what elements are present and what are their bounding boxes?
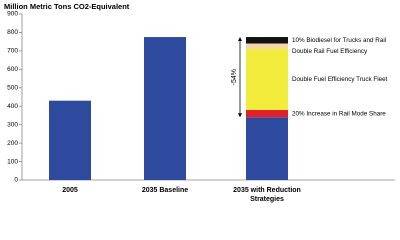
arrow-head (238, 113, 242, 118)
y-tick-label: 100 (7, 158, 18, 165)
legend-label: Double Rail Fuel Efficiency (292, 48, 368, 55)
y-tick-label: 600 (7, 66, 18, 73)
y-tick-label: 500 (7, 84, 18, 91)
annotation: -54% (231, 69, 238, 85)
legend-label: 10% Biodiesel for Trucks and Rail (292, 37, 386, 44)
y-tick-label: 400 (7, 103, 18, 110)
y-tick-label: 900 (7, 11, 18, 18)
bar-segment (246, 49, 288, 110)
legend-label: 20% Increase in Rail Mode Share (292, 110, 386, 117)
x-tick-label: 2005 (62, 187, 78, 194)
bar-segment (246, 37, 288, 44)
bar-segment (246, 117, 288, 180)
bar-segment (49, 100, 91, 180)
chart: Million Metric Tons CO2-Equivalent 0 100 2… (4, 2, 395, 184)
y-tick-label: 800 (7, 29, 18, 36)
chart-title: Million Metric Tons CO2-Equivalent (4, 2, 130, 11)
y-tick-label: 700 (7, 48, 18, 55)
bar-segment (246, 109, 288, 118)
y-tick-label: 200 (7, 140, 18, 147)
legend-label: Double Fuel Efficiency Truck Fleet (292, 76, 388, 83)
y-tick-label: 300 (7, 121, 18, 128)
y-tick-label: 0 (14, 177, 18, 184)
x-tick-label: 2035 Baseline (141, 187, 189, 194)
chart-wrap: Million Metric Tons CO2-Equivalent 0 100 2… (4, 2, 395, 203)
arrow-head (238, 37, 242, 42)
bar-segment (246, 43, 288, 50)
bar-segment (144, 37, 186, 180)
x-tick-label: 2035 with Reduction Strategies (233, 187, 301, 203)
